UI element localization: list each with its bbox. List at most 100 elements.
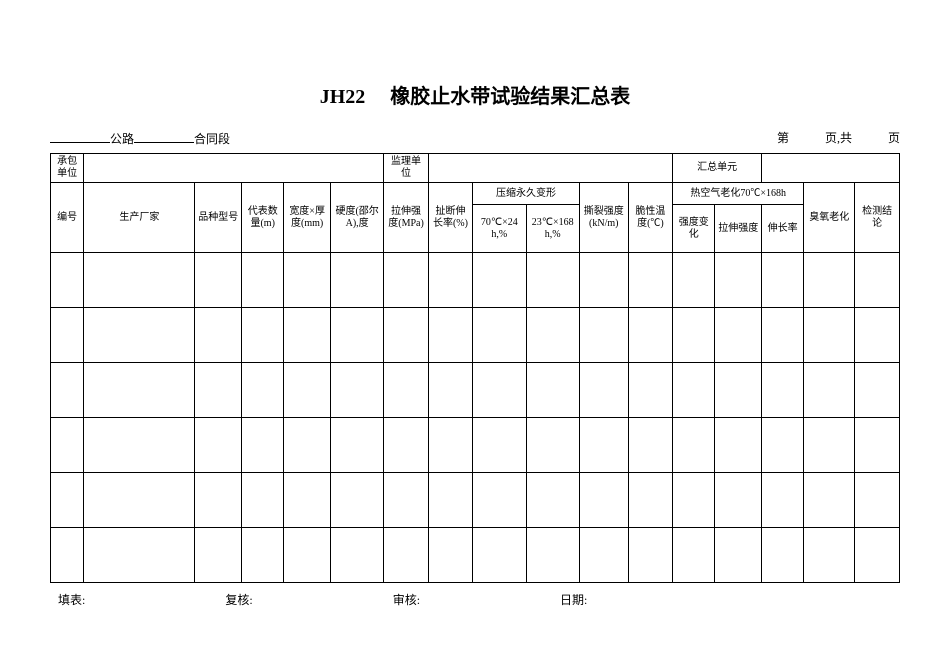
info-row: 承包单位 监理单位 汇总单元 bbox=[51, 154, 900, 183]
table-cell bbox=[762, 363, 804, 418]
table-cell bbox=[715, 308, 762, 363]
table-row bbox=[51, 418, 900, 473]
col-hotair-group: 热空气老化70℃×168h bbox=[673, 183, 804, 205]
page-mid: 页,共 bbox=[825, 131, 852, 145]
table-cell bbox=[242, 253, 284, 308]
col-ozone: 臭氧老化 bbox=[804, 183, 855, 253]
table-cell bbox=[526, 363, 579, 418]
table-cell bbox=[195, 418, 242, 473]
table-cell bbox=[526, 308, 579, 363]
table-cell bbox=[284, 308, 331, 363]
page-title: JH22 橡胶止水带试验结果汇总表 bbox=[50, 80, 900, 109]
col-dimensions: 宽度×厚度(mm) bbox=[284, 183, 331, 253]
table-cell bbox=[195, 363, 242, 418]
table-cell bbox=[762, 308, 804, 363]
table-row bbox=[51, 308, 900, 363]
table-cell bbox=[428, 253, 472, 308]
table-cell bbox=[284, 473, 331, 528]
supervisor-value bbox=[428, 154, 672, 183]
col-hotair-elongation: 伸长率 bbox=[762, 205, 804, 253]
table-cell bbox=[51, 473, 84, 528]
col-hardness: 硬度(邵尔A),度 bbox=[330, 183, 383, 253]
table-cell bbox=[579, 418, 628, 473]
meta-left: 公路 合同段 bbox=[50, 129, 230, 147]
table-cell bbox=[242, 308, 284, 363]
table-cell bbox=[715, 363, 762, 418]
table-cell bbox=[473, 528, 526, 583]
table-cell bbox=[242, 528, 284, 583]
table-cell bbox=[628, 418, 672, 473]
table-cell bbox=[51, 253, 84, 308]
table-cell bbox=[195, 473, 242, 528]
col-tensile: 拉伸强度(MPa) bbox=[384, 183, 428, 253]
col-tear: 撕裂强度(kN/m) bbox=[579, 183, 628, 253]
col-elongation: 扯断伸长率(%) bbox=[428, 183, 472, 253]
table-cell bbox=[855, 308, 900, 363]
table-cell bbox=[195, 528, 242, 583]
meta-right: 第 页,共 页 bbox=[777, 129, 900, 147]
table-cell bbox=[715, 253, 762, 308]
table-cell bbox=[84, 528, 195, 583]
table-cell bbox=[473, 308, 526, 363]
supervisor-label: 监理单位 bbox=[384, 154, 428, 183]
table-row bbox=[51, 253, 900, 308]
contract-label: 合同段 bbox=[194, 130, 230, 147]
table-cell bbox=[284, 528, 331, 583]
table-cell bbox=[628, 528, 672, 583]
table-cell bbox=[804, 473, 855, 528]
table-cell bbox=[673, 473, 715, 528]
table-row bbox=[51, 363, 900, 418]
page-suffix: 页 bbox=[888, 131, 900, 145]
table-cell bbox=[195, 253, 242, 308]
table-cell bbox=[579, 363, 628, 418]
table-cell bbox=[284, 253, 331, 308]
table-cell bbox=[428, 363, 472, 418]
table-cell bbox=[384, 253, 428, 308]
table-cell bbox=[579, 253, 628, 308]
highway-label: 公路 bbox=[110, 130, 134, 147]
meta-row: 公路 合同段 第 页,共 页 bbox=[50, 129, 900, 147]
table-cell bbox=[84, 308, 195, 363]
table-cell bbox=[673, 418, 715, 473]
summary-unit-label: 汇总单元 bbox=[673, 154, 762, 183]
table-cell bbox=[51, 418, 84, 473]
table-cell bbox=[673, 253, 715, 308]
col-hotair-tensile: 拉伸强度 bbox=[715, 205, 762, 253]
footer-check: 审核: bbox=[393, 591, 420, 608]
footer-review: 复核: bbox=[225, 591, 252, 608]
col-brittle: 脆性温度(℃) bbox=[628, 183, 672, 253]
table-cell bbox=[84, 418, 195, 473]
table-cell bbox=[855, 528, 900, 583]
col-conclusion: 检测结论 bbox=[855, 183, 900, 253]
table-cell bbox=[804, 528, 855, 583]
table-cell bbox=[51, 528, 84, 583]
table-cell bbox=[526, 528, 579, 583]
table-cell bbox=[855, 363, 900, 418]
table-cell bbox=[628, 473, 672, 528]
table-cell bbox=[715, 418, 762, 473]
table-cell bbox=[804, 253, 855, 308]
footer-row: 填表: 复核: 审核: 日期: bbox=[50, 591, 900, 608]
table-cell bbox=[242, 363, 284, 418]
table-cell bbox=[579, 308, 628, 363]
table-cell bbox=[526, 473, 579, 528]
summary-unit-value bbox=[762, 154, 900, 183]
table-cell bbox=[330, 473, 383, 528]
contractor-value bbox=[84, 154, 384, 183]
table-cell bbox=[804, 418, 855, 473]
table-cell bbox=[804, 308, 855, 363]
title-code: JH22 bbox=[320, 86, 366, 108]
table-cell bbox=[384, 418, 428, 473]
table-row bbox=[51, 473, 900, 528]
table-cell bbox=[579, 528, 628, 583]
table-cell bbox=[715, 528, 762, 583]
table-cell bbox=[715, 473, 762, 528]
table-cell bbox=[195, 308, 242, 363]
header-row-1: 编号 生产厂家 品种型号 代表数量(m) 宽度×厚度(mm) 硬度(邵尔A),度… bbox=[51, 183, 900, 205]
table-cell bbox=[428, 418, 472, 473]
table-cell bbox=[384, 308, 428, 363]
table-cell bbox=[473, 363, 526, 418]
table-cell bbox=[526, 253, 579, 308]
table-cell bbox=[428, 528, 472, 583]
footer-fill: 填表: bbox=[58, 591, 85, 608]
